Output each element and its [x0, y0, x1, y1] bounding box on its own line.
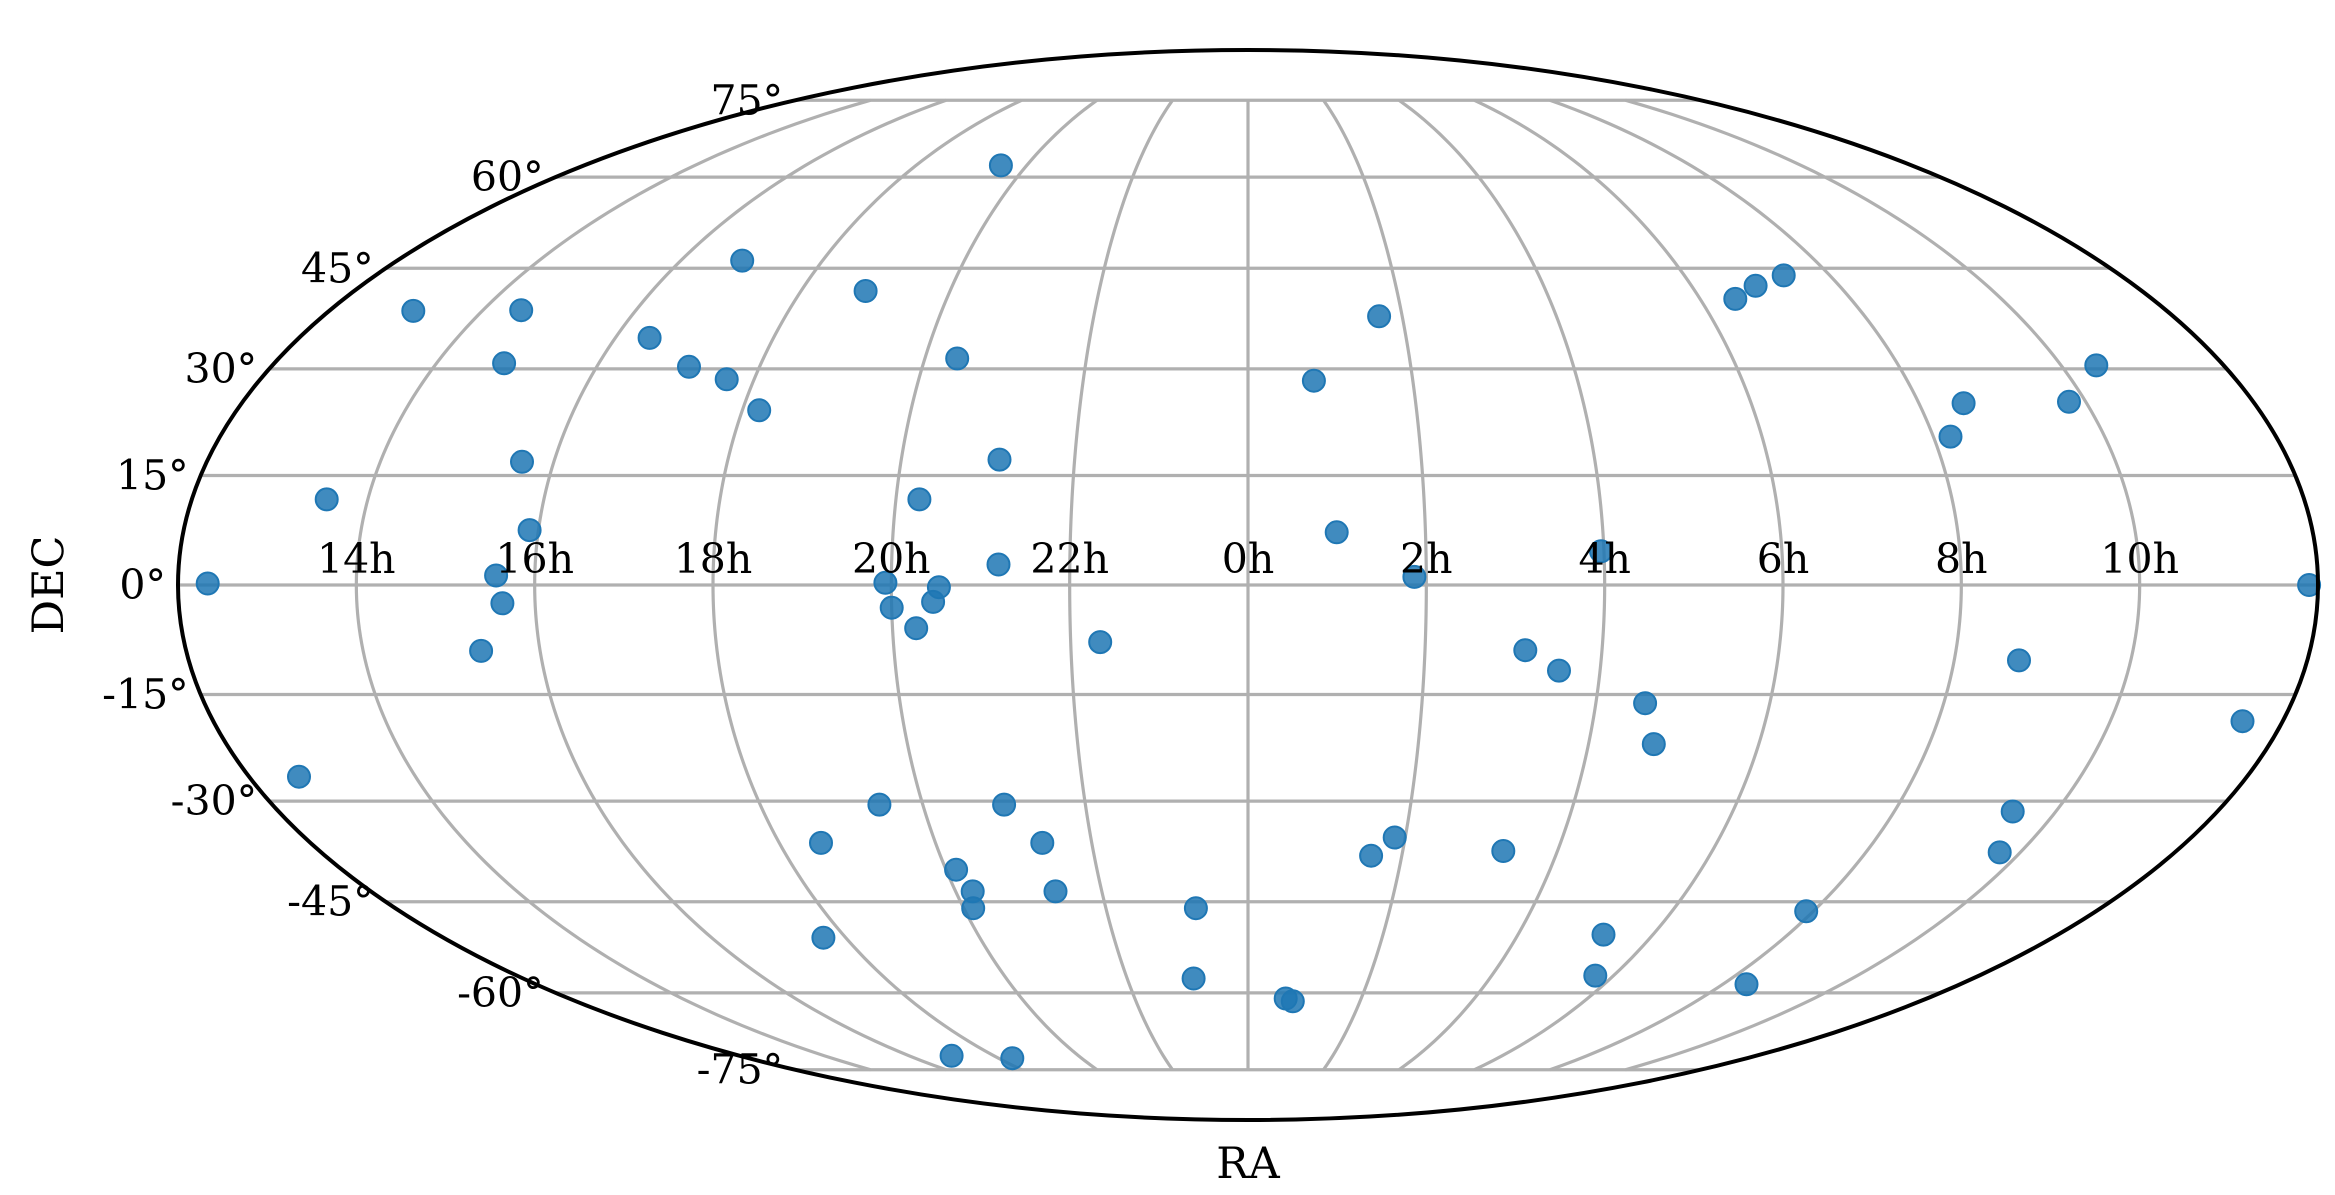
data-point: [2297, 573, 2322, 597]
ra-tick-label: 16h: [495, 535, 574, 583]
data-point: [1280, 989, 1305, 1014]
data-point: [1987, 840, 2012, 865]
data-point: [1589, 539, 1613, 564]
ra-tick-label: 22h: [1030, 535, 1109, 583]
ra-tick-label: 18h: [674, 535, 753, 583]
data-point: [1547, 658, 1571, 683]
data-point: [2057, 389, 2081, 414]
data-point: [907, 487, 932, 512]
data-point: [1951, 391, 1976, 416]
ra-tick-label: 10h: [2100, 535, 2179, 583]
data-point: [1181, 966, 1206, 991]
data-point: [730, 248, 755, 273]
data-point: [1000, 1046, 1025, 1071]
data-point: [2230, 709, 2255, 734]
dec-tick-labels: 75° 60° 45° 30° 15° 0° -15° -30° -45° -60° -75°: [102, 76, 783, 1093]
data-point: [195, 571, 220, 596]
data-point: [961, 896, 986, 921]
data-point: [490, 591, 515, 616]
projection-frame: [176, 48, 2320, 1122]
data-point: [873, 570, 898, 595]
data-point: [992, 792, 1017, 817]
dec-tick-label: -30°: [171, 777, 258, 825]
data-point: [1734, 972, 1759, 997]
dec-tick-label: 75°: [711, 76, 784, 124]
data-point: [2007, 648, 2031, 673]
data-point: [1794, 899, 1819, 924]
data-point: [904, 616, 929, 641]
data-point: [1301, 368, 1326, 393]
data-point: [2084, 353, 2109, 378]
data-point: [1938, 424, 1963, 449]
data-point: [1771, 263, 1796, 288]
data-point: [287, 764, 311, 789]
data-point: [1641, 732, 1666, 757]
y-axis-label: DEC: [24, 536, 74, 635]
ra-tick-labels: 14h 16h 18h 20h 22h 0h 2h 4h 6h 8h 10h: [317, 535, 2179, 583]
data-point: [879, 595, 904, 620]
data-point: [1324, 520, 1349, 545]
data-point: [867, 792, 892, 817]
dec-tick-label: 15°: [116, 452, 189, 500]
data-points: [195, 153, 2322, 1071]
data-point: [921, 589, 946, 614]
data-point: [2000, 799, 2025, 824]
ra-tick-label: 4h: [1578, 535, 1631, 583]
data-point: [988, 153, 1013, 178]
data-point: [517, 518, 542, 543]
data-point: [637, 325, 662, 350]
dec-tick-label: -60°: [457, 969, 544, 1017]
dec-tick-label: 0°: [119, 561, 166, 609]
data-point: [1030, 830, 1055, 855]
data-point: [1743, 273, 1768, 298]
data-point: [1583, 963, 1608, 988]
data-point: [1043, 879, 1068, 904]
dec-tick-label: -75°: [697, 1046, 784, 1094]
data-point: [314, 487, 339, 512]
x-axis-label: RA: [1216, 1139, 1280, 1189]
dec-tick-label: -15°: [102, 671, 189, 719]
data-point: [492, 351, 517, 376]
data-point: [469, 638, 494, 663]
ra-tick-label: 20h: [852, 535, 931, 583]
data-point: [1382, 825, 1407, 850]
data-point: [401, 298, 426, 323]
ra-tick-label: 14h: [317, 535, 396, 583]
ra-tick-label: 0h: [1222, 535, 1275, 583]
ra-tick-label: 6h: [1757, 535, 1810, 583]
data-point: [1183, 896, 1208, 921]
data-point: [945, 346, 970, 371]
dec-tick-label: 30°: [185, 345, 258, 393]
dec-tick-label: -45°: [287, 878, 374, 926]
dec-tick-label: 60°: [471, 153, 544, 201]
data-point: [747, 398, 772, 423]
data-point: [1491, 839, 1516, 863]
data-point: [939, 1043, 964, 1068]
data-point: [811, 925, 836, 950]
data-point: [1088, 630, 1113, 655]
data-point: [1402, 564, 1427, 589]
data-point: [1633, 691, 1658, 716]
data-point: [677, 354, 701, 379]
data-point: [944, 857, 969, 882]
plot-area: 14h 16h 18h 20h 22h 0h 2h 4h 6h 8h 10h 75° 60° 45° 30…: [102, 48, 2322, 1122]
data-point: [1359, 843, 1384, 868]
data-point: [987, 447, 1012, 472]
data-point: [1513, 638, 1538, 663]
data-point: [1723, 286, 1748, 311]
data-point: [484, 563, 509, 588]
data-point: [1367, 304, 1392, 329]
data-point: [809, 830, 833, 855]
data-point: [714, 367, 739, 392]
ra-tick-label: 2h: [1400, 535, 1453, 583]
data-point: [1591, 922, 1616, 947]
data-point: [509, 298, 534, 323]
data-point: [510, 449, 534, 474]
dec-tick-label: 45°: [301, 244, 374, 292]
ra-tick-label: 8h: [1935, 535, 1988, 583]
data-point: [986, 552, 1011, 577]
data-point: [853, 279, 878, 303]
